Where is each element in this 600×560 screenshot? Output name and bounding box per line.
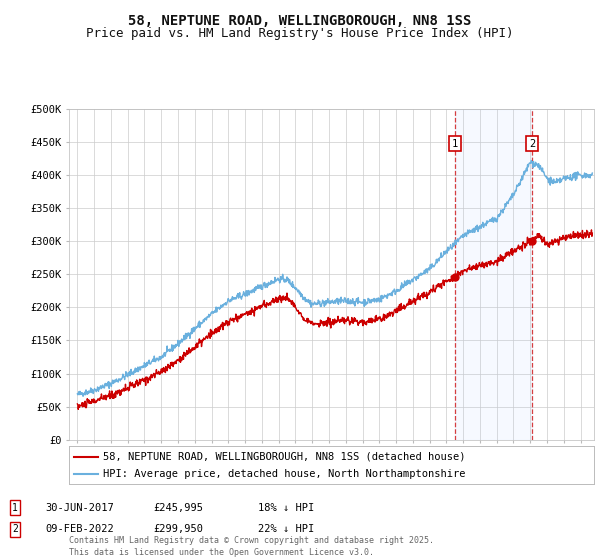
Text: £245,995: £245,995 (153, 503, 203, 513)
Text: £299,950: £299,950 (153, 524, 203, 534)
Text: 2: 2 (529, 138, 535, 148)
Text: 2: 2 (12, 524, 18, 534)
Text: 1: 1 (12, 503, 18, 513)
Text: 58, NEPTUNE ROAD, WELLINGBOROUGH, NN8 1SS (detached house): 58, NEPTUNE ROAD, WELLINGBOROUGH, NN8 1S… (103, 451, 466, 461)
Text: Price paid vs. HM Land Registry's House Price Index (HPI): Price paid vs. HM Land Registry's House … (86, 27, 514, 40)
Text: 58, NEPTUNE ROAD, WELLINGBOROUGH, NN8 1SS: 58, NEPTUNE ROAD, WELLINGBOROUGH, NN8 1S… (128, 14, 472, 28)
Text: 30-JUN-2017: 30-JUN-2017 (45, 503, 114, 513)
Bar (455, 109, 532, 440)
Text: Contains HM Land Registry data © Crown copyright and database right 2025.
This d: Contains HM Land Registry data © Crown c… (69, 536, 434, 557)
Text: 18% ↓ HPI: 18% ↓ HPI (258, 503, 314, 513)
Text: HPI: Average price, detached house, North Northamptonshire: HPI: Average price, detached house, Nort… (103, 469, 466, 479)
Text: 1: 1 (452, 138, 458, 148)
Text: 09-FEB-2022: 09-FEB-2022 (45, 524, 114, 534)
Text: 22% ↓ HPI: 22% ↓ HPI (258, 524, 314, 534)
